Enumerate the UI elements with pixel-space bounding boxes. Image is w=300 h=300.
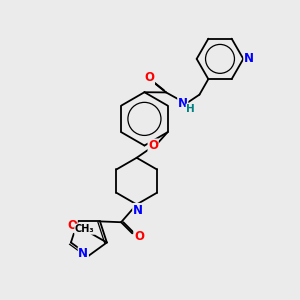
Text: O: O xyxy=(144,71,154,85)
Text: O: O xyxy=(148,139,158,152)
Text: N: N xyxy=(133,203,143,217)
Text: N: N xyxy=(78,247,88,260)
Text: H: H xyxy=(186,104,195,114)
Text: N: N xyxy=(244,52,254,65)
Text: O: O xyxy=(134,230,144,243)
Text: CH₃: CH₃ xyxy=(75,224,94,234)
Text: N: N xyxy=(178,97,188,110)
Text: O: O xyxy=(67,219,77,232)
